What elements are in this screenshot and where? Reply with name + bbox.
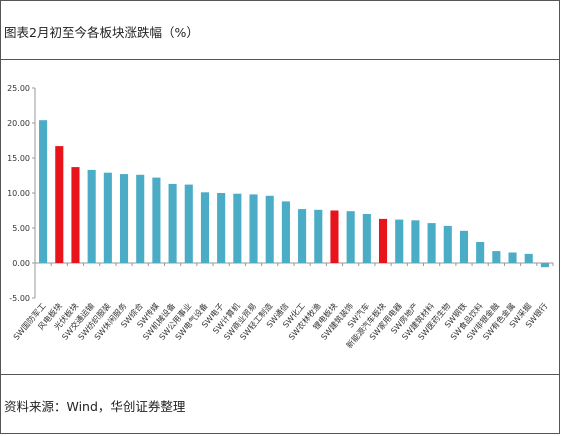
bar-SW化工 — [298, 209, 307, 263]
bar-SW有色金属 — [508, 252, 517, 263]
bar-SW钢铁 — [459, 230, 469, 263]
bar-SW电气设备 — [200, 192, 210, 263]
bar-SW房地产 — [411, 220, 420, 263]
bar-风电板块 — [55, 146, 64, 263]
bar-SW纺织服装 — [103, 172, 112, 263]
bar-SW建筑材料 — [427, 223, 436, 263]
source-note: 资料来源：Wind，华创证券整理 — [4, 399, 186, 414]
bar-锂电板块 — [330, 210, 339, 263]
bar-SW综合 — [136, 174, 145, 263]
bar-SW机械设备 — [168, 183, 177, 263]
bar-SW汽车 — [362, 214, 371, 263]
bar-SW电子 — [217, 193, 226, 263]
bar-SW农林牧渔 — [314, 209, 323, 263]
title-row: 图表2月初至今各板块涨跌幅（%） — [1, 1, 559, 60]
bar-SW交通运输 — [87, 169, 96, 263]
y-tick-label: 0.00 — [12, 259, 30, 268]
bar-SW国防军工 — [39, 120, 48, 263]
bar-SW轻工制造 — [265, 195, 274, 263]
bar-chart: 25.0020.0015.0010.005.000.00-5.00SW国防军工风… — [7, 84, 554, 350]
bar-SW家用电器 — [395, 219, 404, 263]
y-tick-label: -5.00 — [9, 294, 30, 303]
bar-新能源汽车板块 — [378, 218, 388, 263]
y-tick-label: 25.00 — [7, 84, 30, 93]
chart-title: 图表2月初至今各板块涨跌幅（%） — [4, 25, 199, 40]
chart-area: 25.00 20.00 15.00 10.00 5.00 0.00 -5.00 SW国防军工风… — [1, 60, 559, 375]
bar-SW非银金融 — [492, 251, 501, 263]
bar-SW通信 — [281, 201, 290, 263]
bar-SW采掘 — [524, 253, 533, 263]
y-tick-label: 15.00 — [7, 154, 30, 163]
y-tick-label: 5.00 — [12, 224, 30, 233]
source-row: 资料来源：Wind，华创证券整理 — [1, 375, 559, 433]
bar-SW公用事业 — [184, 184, 193, 263]
bar-SW食品饮料 — [476, 242, 485, 263]
bar-SW休闲服务 — [119, 174, 129, 263]
bar-SW传媒 — [152, 177, 161, 263]
bar-SW计算机 — [233, 193, 242, 263]
y-tick-label: 10.00 — [7, 189, 30, 198]
bar-SW建筑装饰 — [346, 211, 355, 263]
bar-SW医药生物 — [443, 225, 452, 263]
bar-SW商业贸易 — [249, 194, 258, 263]
y-tick-label: 20.00 — [7, 119, 30, 128]
bar-光伏板块 — [71, 167, 80, 263]
bar-SW银行 — [540, 263, 549, 268]
